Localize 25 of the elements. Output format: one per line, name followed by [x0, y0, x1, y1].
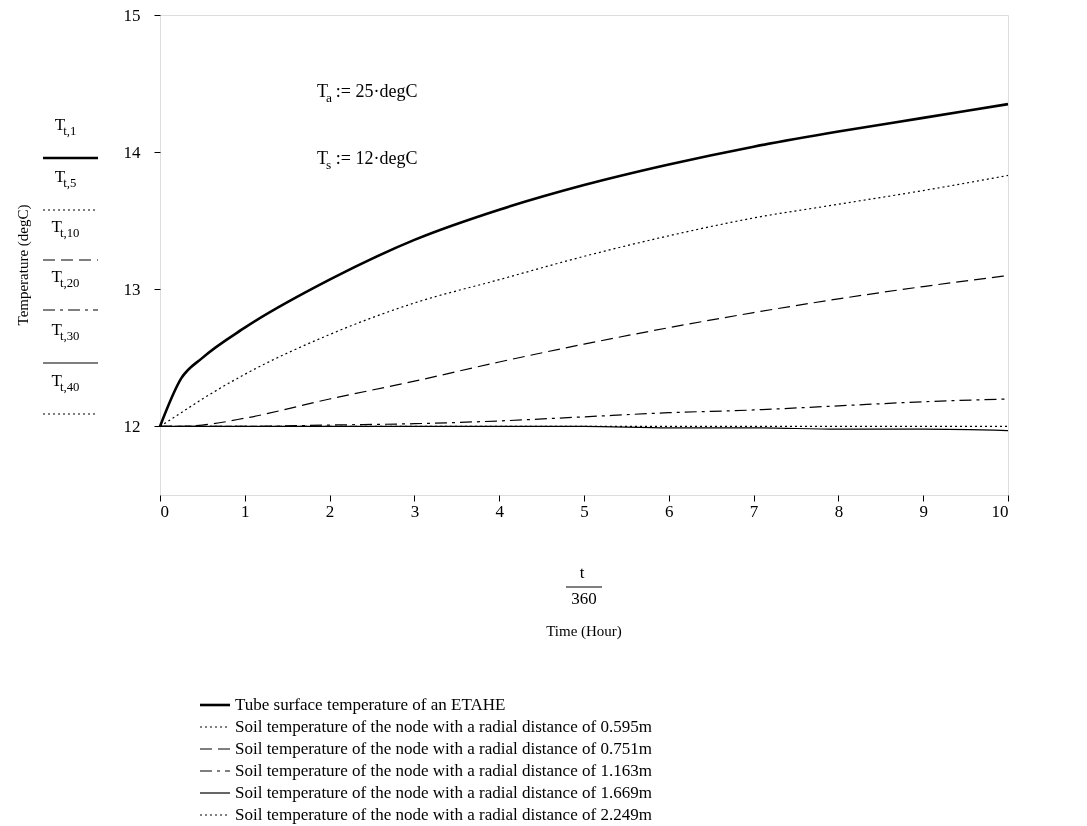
legend-label: Soil temperature of the node with a radial distance of 0.595m	[235, 717, 652, 736]
y-tick-label: 12	[123, 416, 141, 436]
legend-label: Soil temperature of the node with a radial distance of 2.249m	[235, 805, 652, 824]
x-tick-label: 1	[241, 501, 250, 521]
y-tick-label: 15	[123, 5, 141, 25]
legend-label: Tube surface temperature of an ETAHE	[235, 695, 506, 714]
x-tick-label: 5	[580, 501, 589, 521]
x-tick-label: 2	[325, 501, 335, 521]
text: t	[579, 563, 585, 582]
legend-label: Soil temperature of the node with a radial distance of 1.669m	[235, 783, 652, 802]
x-tick-label: 10	[991, 501, 1009, 521]
x-tick-label: 3	[410, 501, 420, 521]
x-tick-label: 7	[749, 501, 759, 521]
legend-label: Soil temperature of the node with a radial distance of 1.163m	[235, 761, 652, 780]
text: Time (Hour)	[546, 623, 622, 640]
x-tick-label: 9	[919, 501, 928, 521]
x-tick-label: 4	[495, 501, 505, 521]
y-tick-label: 13	[123, 279, 141, 299]
x-tick-label: 6	[665, 501, 674, 521]
legend-label: Soil temperature of the node with a radial distance of 0.751m	[235, 739, 652, 758]
y-tick-label: 14	[123, 142, 141, 162]
x-tick-label: 8	[834, 501, 844, 521]
text: Temperature (degC)	[15, 204, 32, 326]
text: 360	[571, 589, 597, 608]
x-tick-label: 0	[160, 501, 169, 521]
